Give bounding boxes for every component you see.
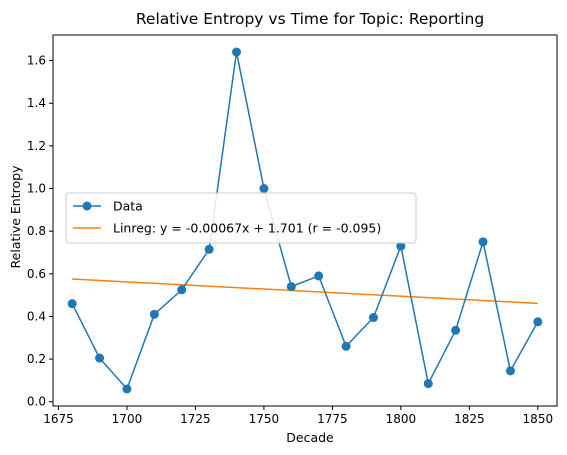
legend-frame <box>65 192 417 244</box>
y-tick-label: 0.8 <box>27 224 46 238</box>
x-tick-label: 1725 <box>180 412 211 426</box>
x-tick-label: 1775 <box>317 412 348 426</box>
data-point <box>533 317 543 327</box>
y-tick-label: 0.4 <box>27 309 46 323</box>
y-axis-label: Relative Entropy <box>8 165 23 269</box>
data-point <box>396 241 406 251</box>
x-tick-label: 1825 <box>454 412 485 426</box>
data-point <box>451 325 461 335</box>
legend: Data Linreg: y = -0.00067x + 1.701 (r = … <box>65 192 417 244</box>
axes-frame <box>52 34 558 407</box>
data-point <box>95 353 105 363</box>
data-point <box>314 271 324 281</box>
data-point <box>232 47 242 57</box>
x-tick-label: 1850 <box>523 412 554 426</box>
legend-data-label: Data <box>113 199 143 214</box>
chart-title: Relative Entropy vs Time for Topic: Repo… <box>136 10 484 28</box>
data-point <box>67 299 77 309</box>
y-tick-label: 1.0 <box>27 182 46 196</box>
data-point <box>423 379 433 389</box>
data-point <box>341 341 351 351</box>
data-point <box>478 237 488 247</box>
y-tick-label: 0.2 <box>27 352 46 366</box>
x-tick-label: 1675 <box>43 412 74 426</box>
y-tick-label: 0.6 <box>27 267 46 281</box>
data-point <box>177 285 187 295</box>
y-tick-label: 0.0 <box>27 395 46 409</box>
y-tick-label: 1.6 <box>27 54 46 68</box>
data-point <box>149 309 159 319</box>
x-tick-label: 1700 <box>112 412 143 426</box>
y-tick-label: 1.4 <box>27 96 46 110</box>
axes: 1675 1700 1725 1750 1775 1800 1825 1850 0.0 0.2 0.… <box>27 34 558 426</box>
data-point <box>204 244 214 254</box>
data-point <box>286 282 296 292</box>
linreg-line <box>72 278 538 305</box>
legend-linreg-label: Linreg: y = -0.00067x + 1.701 (r = -0.09… <box>113 221 381 236</box>
x-tick-label: 1800 <box>386 412 417 426</box>
data-point <box>122 384 132 394</box>
data-point <box>368 313 378 323</box>
data-point <box>505 366 515 376</box>
data-point <box>259 184 269 194</box>
y-tick-label: 1.2 <box>27 139 46 153</box>
x-tick-label: 1750 <box>249 412 280 426</box>
data-series-line <box>71 51 539 391</box>
plot-area <box>67 47 543 394</box>
legend-data-marker <box>82 201 92 211</box>
x-axis-label: Decade <box>286 430 334 445</box>
